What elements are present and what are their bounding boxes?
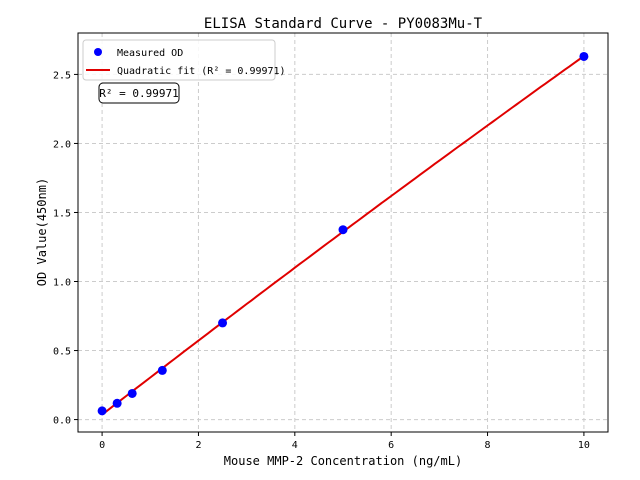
r2-annotation: R² = 0.99971 [98, 82, 180, 104]
y-axis-label: OD Value(450nm) [35, 178, 49, 286]
legend: Measured OD Quadratic fit (R² = 0.99971) [82, 39, 286, 81]
y-tick-label: 0.5 [53, 347, 71, 358]
chart-title: ELISA Standard Curve - PY0083Mu-T [204, 16, 483, 32]
x-tick-label: 2 [195, 440, 201, 451]
x-tick-label: 4 [292, 440, 298, 451]
x-tick-label: 10 [578, 440, 590, 451]
y-tick-label: 1.0 [53, 278, 71, 289]
points-group [97, 51, 589, 416]
fit-line-group [101, 55, 585, 416]
legend-label-fit: Quadratic fit (R² = 0.99971) [117, 66, 286, 77]
ticks: 0 2 4 6 8 10 0.0 0.5 1.0 1.5 2.0 2.5 [53, 70, 590, 451]
y-tick-label: 2.0 [53, 139, 71, 150]
data-point [97, 406, 107, 416]
plot-frame [77, 32, 609, 433]
x-axis-label: Mouse MMP-2 Concentration (ng/mL) [224, 454, 462, 468]
data-point [157, 365, 167, 375]
x-tick-label: 0 [99, 440, 105, 451]
y-tick-label: 0.0 [53, 416, 71, 427]
data-point [112, 398, 122, 408]
data-point [127, 388, 137, 398]
data-point [218, 318, 228, 328]
data-point [579, 51, 589, 61]
legend-marker-measured [94, 48, 102, 56]
data-point [338, 225, 348, 235]
grid [78, 33, 608, 432]
x-tick-label: 8 [485, 440, 491, 451]
fit-line [101, 55, 585, 416]
x-tick-label: 6 [388, 440, 394, 451]
r2-annotation-text: R² = 0.99971 [99, 87, 178, 100]
legend-label-measured: Measured OD [117, 48, 183, 59]
y-tick-label: 2.5 [53, 70, 71, 81]
y-tick-label: 1.5 [53, 208, 71, 219]
